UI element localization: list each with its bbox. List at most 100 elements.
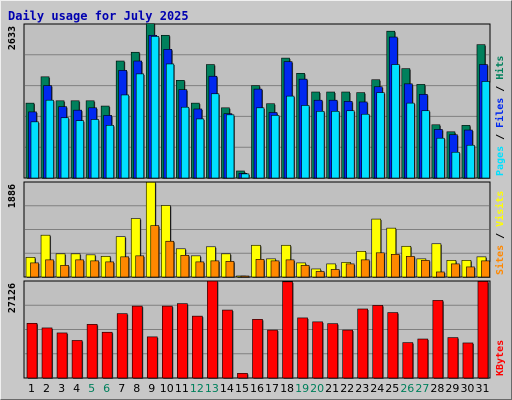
x-tick-label-28: 28: [430, 382, 444, 395]
bar-kbytes-29: [447, 337, 459, 379]
bar-pages-12: [196, 118, 205, 179]
x-tick-label-17: 17: [265, 382, 279, 395]
x-tick-label-1: 1: [28, 382, 35, 395]
x-tick-label-6: 6: [103, 382, 110, 395]
bar-pages-29: [451, 151, 460, 179]
bar-sites-31: [481, 260, 490, 278]
bar-sites-13: [210, 260, 220, 278]
bar-kbytes-25: [387, 312, 399, 379]
bar-sites-6: [105, 261, 114, 278]
bar-pages-27: [421, 110, 430, 179]
x-tick-label-24: 24: [370, 382, 384, 395]
bar-kbytes-1: [26, 322, 38, 379]
bar-sites-24: [375, 252, 385, 278]
bar-sites-11: [180, 255, 190, 278]
bar-kbytes-14: [222, 309, 233, 379]
bar-kbytes-4: [71, 340, 83, 379]
bar-kbytes-19: [297, 317, 308, 379]
bar-sites-2: [45, 259, 54, 278]
x-tick-label-19: 19: [295, 382, 309, 395]
bar-sites-4: [75, 259, 84, 278]
bar-pages-17: [271, 115, 280, 179]
legend-pages: Pages: [495, 146, 506, 176]
bar-sites-29: [451, 263, 460, 278]
bar-sites-19: [300, 265, 310, 278]
bar-pages-31: [481, 81, 490, 179]
bar-pages-1: [30, 121, 39, 179]
bar-sites-18: [285, 259, 295, 278]
bar-sites-12: [195, 261, 205, 278]
legend-hits: Hits: [494, 56, 506, 80]
bar-kbytes-5: [86, 324, 98, 379]
bar-pages-24: [376, 92, 385, 179]
bar-sites-9: [150, 225, 160, 278]
bar-kbytes-8: [131, 305, 143, 379]
x-tick-label-21: 21: [325, 382, 339, 395]
x-tick-label-12: 12: [190, 382, 204, 395]
bar-pages-18: [286, 95, 295, 179]
x-tick-label-31: 31: [475, 382, 489, 395]
bar-kbytes-22: [342, 329, 353, 379]
legend-visitors: Sites / Visits: [494, 191, 506, 275]
bar-kbytes-17: [267, 329, 278, 379]
x-tick-label-20: 20: [310, 382, 324, 395]
legend-kbytes: KBytes: [495, 340, 506, 376]
x-tick-label-30: 30: [460, 382, 474, 395]
bar-pages-22: [346, 110, 355, 179]
bar-sites-17: [270, 260, 280, 278]
bar-pages-6: [105, 125, 114, 179]
bar-sites-16: [255, 259, 265, 278]
bar-kbytes-13: [207, 280, 218, 379]
bar-sites-14: [225, 261, 235, 278]
bar-sites-25: [390, 254, 400, 278]
bar-sites-22: [345, 263, 355, 278]
x-tick-label-25: 25: [385, 382, 399, 395]
bar-sites-8: [135, 255, 145, 278]
legend-traffic: Pages / Files / Hits: [494, 56, 506, 176]
ymax-label-traffic: 2633: [7, 26, 18, 50]
bar-kbytes-7: [116, 313, 128, 379]
x-tick-label-7: 7: [118, 382, 125, 395]
bar-kbytes-21: [327, 323, 338, 379]
bar-kbytes-31: [477, 281, 489, 379]
bar-pages-21: [331, 111, 340, 179]
bar-pages-11: [181, 106, 190, 179]
bar-sites-15: [240, 275, 250, 278]
bar-pages-15: [241, 173, 250, 179]
bar-kbytes-15: [237, 373, 248, 379]
bar-pages-23: [361, 113, 370, 179]
bar-sites-27: [421, 260, 430, 278]
bar-sites-21: [330, 269, 340, 278]
x-tick-label-2: 2: [43, 382, 50, 395]
bar-pages-16: [256, 107, 265, 179]
x-tick-label-15: 15: [235, 382, 249, 395]
x-tick-label-13: 13: [205, 382, 219, 395]
x-tick-label-4: 4: [73, 382, 80, 395]
bar-kbytes-23: [357, 308, 369, 379]
bar-kbytes-3: [56, 332, 68, 379]
x-tick-label-26: 26: [400, 382, 414, 395]
x-tick-label-14: 14: [220, 382, 234, 395]
x-tick-label-22: 22: [340, 382, 354, 395]
bar-pages-8: [135, 73, 145, 179]
bar-pages-4: [75, 120, 84, 179]
bar-sites-26: [406, 256, 415, 278]
bar-pages-13: [211, 93, 220, 179]
x-tick-label-5: 5: [88, 382, 95, 395]
bar-kbytes-18: [282, 281, 293, 379]
bar-kbytes-10: [161, 305, 173, 379]
bar-pages-30: [466, 144, 475, 179]
bar-pages-2: [45, 99, 54, 179]
bar-sites-15-shadow: [241, 276, 250, 278]
bar-kbytes-28: [432, 300, 444, 379]
legend-bandwidth: KBytes: [495, 340, 506, 376]
bar-sites-5: [90, 260, 99, 278]
bar-pages-3: [60, 117, 69, 179]
bar-pages-10: [165, 63, 175, 179]
bar-kbytes-16: [252, 319, 263, 379]
x-tick-label-10: 10: [160, 382, 174, 395]
legend-visits: Visits: [494, 191, 506, 227]
bar-pages-7: [120, 94, 129, 179]
bar-sites-3: [60, 265, 69, 278]
